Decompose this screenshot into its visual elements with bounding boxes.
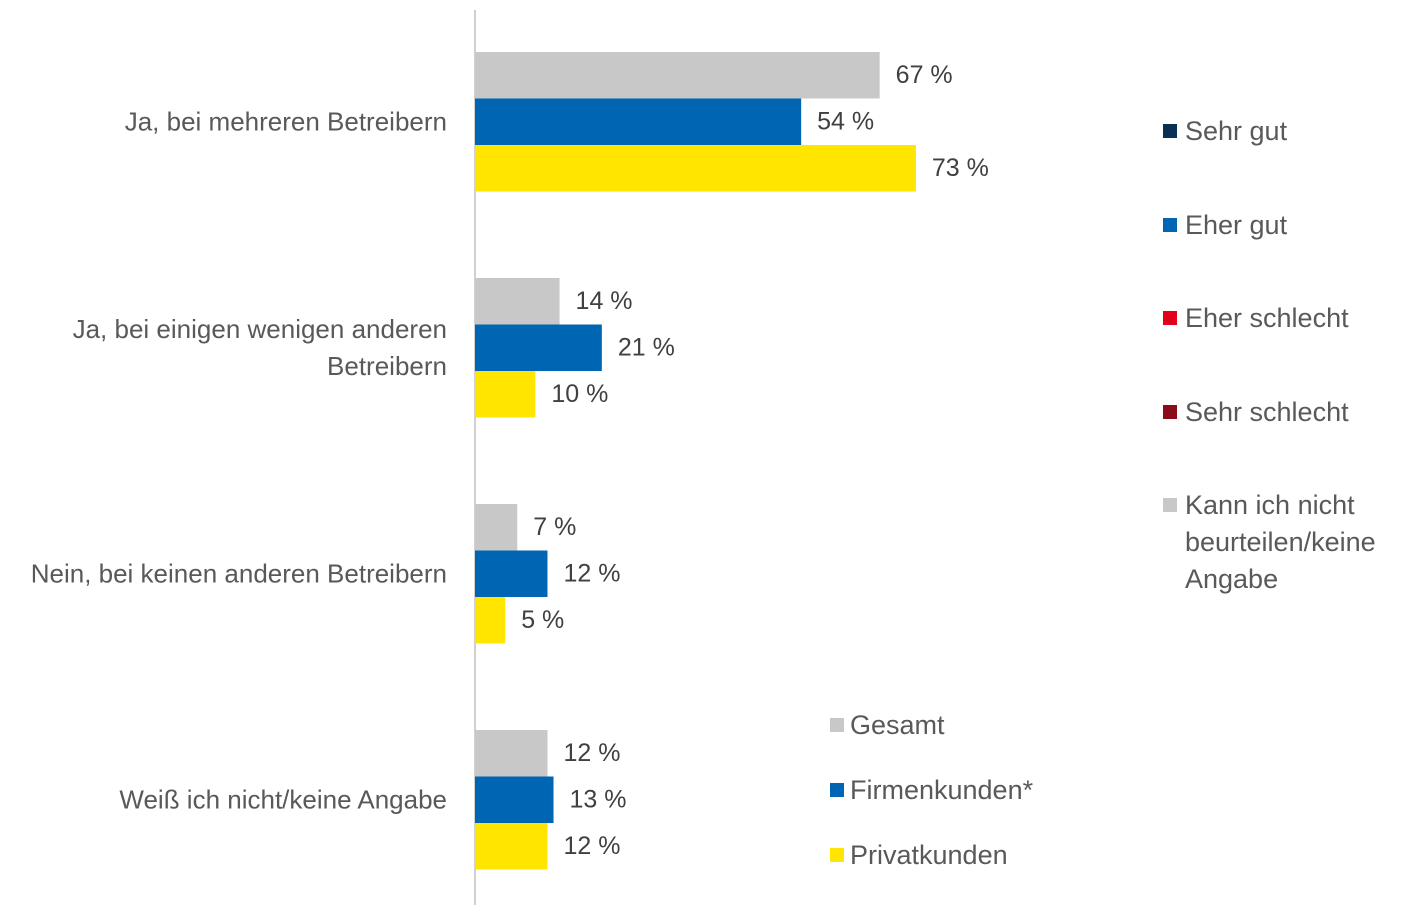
bar bbox=[475, 823, 548, 870]
value-label: 14 % bbox=[576, 287, 633, 315]
legend-label: Privatkunden bbox=[850, 840, 1008, 870]
value-label: 7 % bbox=[533, 513, 576, 541]
bar bbox=[475, 550, 548, 597]
legend-label: Gesamt bbox=[850, 710, 945, 740]
category-label: Ja, bei einigen wenigen anderen Betreibe… bbox=[72, 313, 447, 381]
category-label: Nein, bei keinen anderen Betreibern bbox=[30, 558, 447, 589]
legend-label: Kann ich nicht beurteilen/keine Angabe bbox=[1185, 490, 1376, 594]
legend-label: Sehr schlecht bbox=[1185, 396, 1349, 427]
value-label: 21 % bbox=[618, 333, 675, 361]
bar bbox=[475, 597, 506, 644]
value-label: 67 % bbox=[896, 61, 953, 89]
bar bbox=[475, 324, 602, 371]
legend-swatch bbox=[830, 848, 844, 862]
bar bbox=[475, 145, 916, 192]
value-label: 73 % bbox=[932, 154, 989, 182]
value-label: 5 % bbox=[521, 606, 564, 634]
legend-swatch bbox=[1163, 124, 1177, 138]
legend-swatch bbox=[830, 783, 844, 797]
value-label: 12 % bbox=[563, 559, 620, 587]
bar bbox=[475, 776, 554, 823]
legend-label: Firmenkunden* bbox=[850, 775, 1034, 805]
category-label: Weiß ich nicht/keine Angabe bbox=[119, 784, 447, 815]
value-label: 54 % bbox=[817, 107, 874, 135]
value-label: 13 % bbox=[570, 785, 627, 813]
legend-swatch bbox=[1163, 404, 1177, 419]
legend-swatch bbox=[1163, 311, 1177, 325]
legend-label: Eher gut bbox=[1185, 209, 1288, 240]
legend-swatch bbox=[1163, 217, 1177, 232]
legend-swatch bbox=[1163, 498, 1177, 512]
value-label: 12 % bbox=[563, 739, 620, 767]
category-label: Ja, bei mehreren Betreibern bbox=[124, 106, 447, 137]
bar bbox=[475, 52, 880, 99]
bar bbox=[475, 278, 560, 325]
bar bbox=[475, 98, 802, 145]
bar bbox=[475, 504, 518, 551]
legend-label: Eher schlecht bbox=[1185, 303, 1349, 333]
value-label: 12 % bbox=[563, 832, 620, 860]
legend-label: Sehr gut bbox=[1185, 116, 1288, 146]
value-label: 10 % bbox=[551, 380, 608, 408]
bar bbox=[475, 371, 536, 418]
bar bbox=[475, 730, 548, 777]
legend-swatch bbox=[830, 718, 844, 732]
